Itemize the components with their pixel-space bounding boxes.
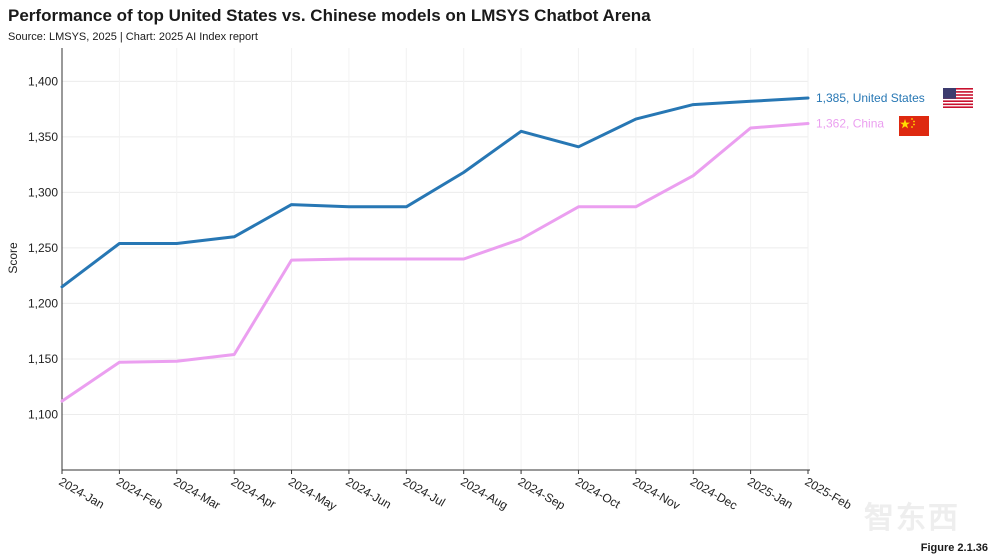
end-label-united-states: 1,385, United States xyxy=(816,91,925,105)
y-axis-title: Score xyxy=(6,242,20,274)
y-tick-label: 1,400 xyxy=(28,74,58,88)
x-tick-label: 2024-Sep xyxy=(516,474,568,512)
y-tick-label: 1,100 xyxy=(28,407,58,421)
x-tick-label: 2024-Oct xyxy=(573,474,623,511)
y-tick-label: 1,250 xyxy=(28,241,58,255)
y-tick-labels: 1,100 1,150 1,200 1,250 1,300 1,350 1,400 xyxy=(28,74,58,421)
x-tick-label: 2024-Apr xyxy=(229,474,279,511)
chart-title: Performance of top United States vs. Chi… xyxy=(8,6,651,25)
watermark-logo: 智东西 xyxy=(864,502,960,535)
y-tick-label: 1,350 xyxy=(28,130,58,144)
x-tick-label: 2024-Dec xyxy=(688,474,740,512)
us-flag-icon xyxy=(943,88,973,108)
y-tick-label: 1,300 xyxy=(28,185,58,199)
figure-label: Figure 2.1.36 xyxy=(920,542,988,554)
x-tick-label: 2024-Jul xyxy=(401,474,448,509)
china-flag-icon xyxy=(899,116,929,136)
x-tick-label: 2024-Jan xyxy=(57,474,107,511)
x-tick-label: 2024-Mar xyxy=(171,474,222,512)
x-tick-label: 2025-Jan xyxy=(745,474,795,511)
x-tick-label: 2024-May xyxy=(286,474,339,513)
y-tick-label: 1,200 xyxy=(28,296,58,310)
x-tick-label: 2024-Nov xyxy=(630,474,682,512)
x-tick-label: 2025-Feb xyxy=(803,474,855,512)
series-line-china xyxy=(60,122,810,403)
x-tick-label: 2024-Feb xyxy=(114,474,166,512)
gridlines xyxy=(61,48,809,474)
series-lines xyxy=(60,96,810,403)
series-line-united-states xyxy=(60,96,810,289)
chart-subtitle: Source: LMSYS, 2025 | Chart: 2025 AI Ind… xyxy=(8,31,258,43)
x-tick-label: 2024-Jun xyxy=(343,474,393,511)
series-end-labels: 1,385, United States 1,362, China xyxy=(816,91,925,131)
x-tick-labels: 2024-Jan 2024-Feb 2024-Mar 2024-Apr 2024-May… xyxy=(57,474,855,513)
x-tick-label: 2024-Aug xyxy=(458,474,510,512)
end-label-china: 1,362, China xyxy=(816,117,884,131)
y-tick-label: 1,150 xyxy=(28,352,58,366)
